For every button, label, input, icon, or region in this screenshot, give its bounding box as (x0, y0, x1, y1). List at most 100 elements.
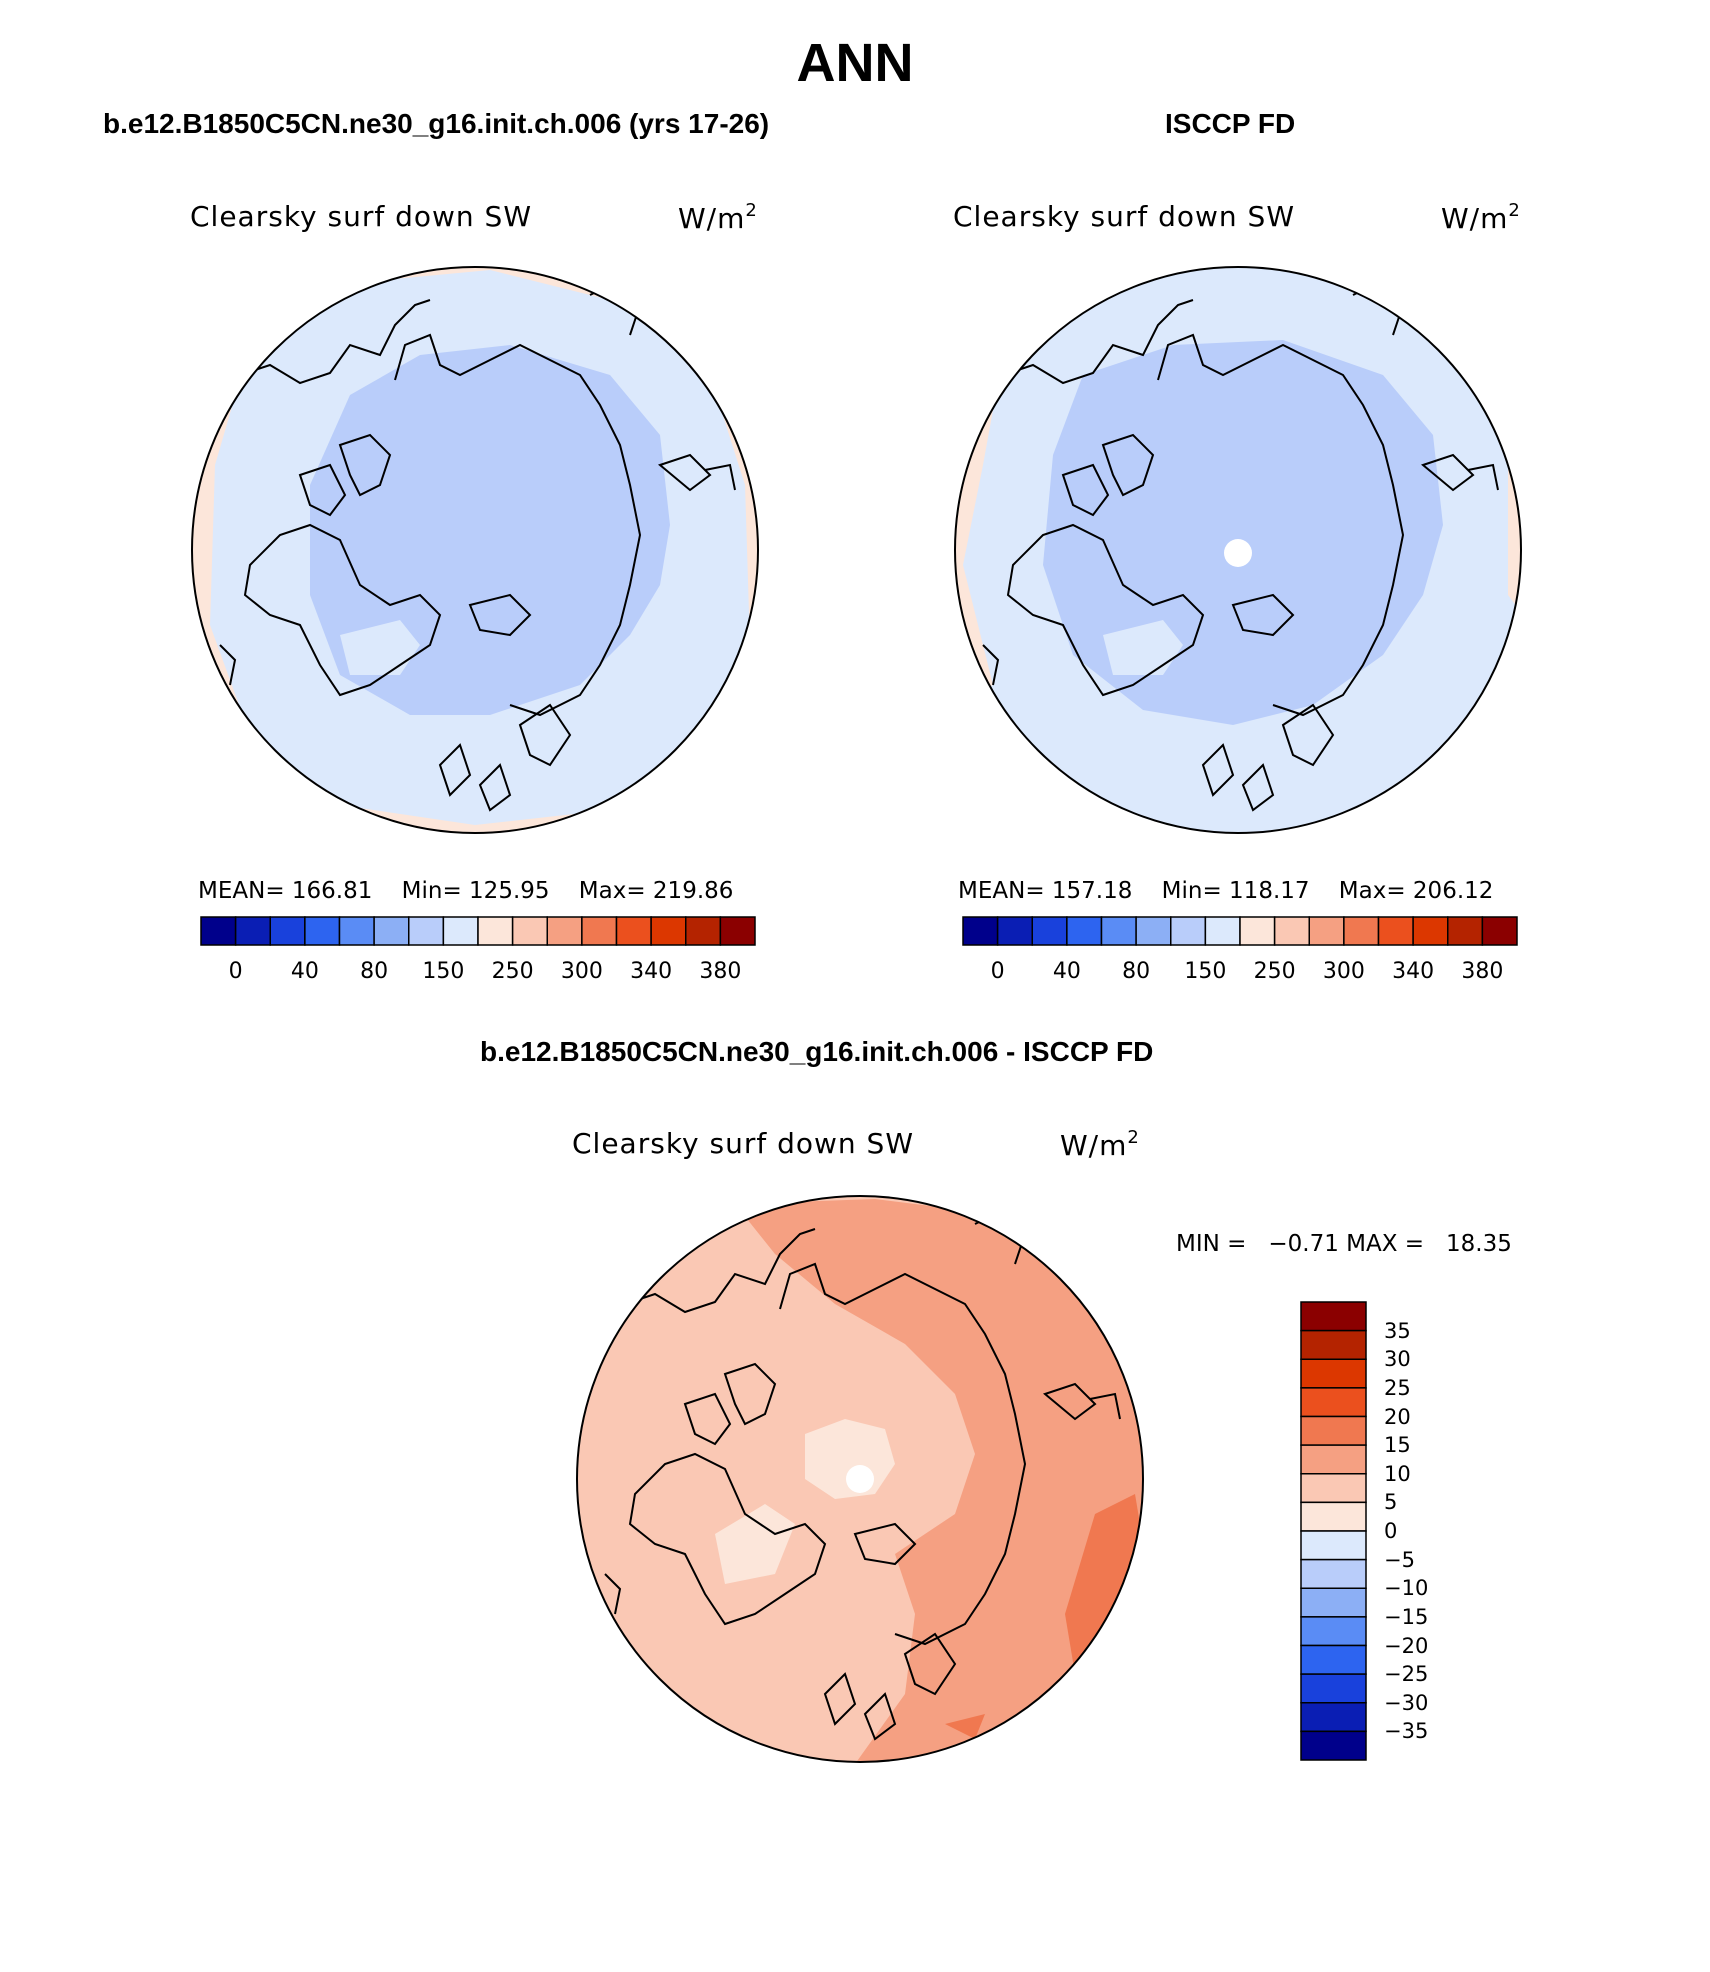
panel-2-title: ISCCP FD (1165, 108, 1296, 139)
panel-2-colorbar-box (1308, 916, 1345, 946)
panel-3-colorbar-tick-label: −5 (1384, 1547, 1415, 1572)
panel-2-variable-label: Clearsky surf down SW (953, 200, 1296, 233)
panel-1-colorbar-box (304, 916, 341, 946)
panel-3-peak-lower (945, 1714, 985, 1739)
panel-3-colorbar-tick-label: 25 (1384, 1375, 1411, 1400)
panel-2-colorbar-tick-label: 300 (1322, 959, 1365, 984)
panel-2-colorbar-box (1239, 916, 1276, 946)
panel-1-colorbar-box (615, 916, 652, 946)
main-title: ANN (796, 33, 914, 93)
panel-3-coastlines (604, 1207, 1121, 1741)
panel-3-units: W/m2 (1060, 1127, 1140, 1162)
panel-3-colorbar-box (1300, 1702, 1367, 1733)
panel-2-colorbar-box (1412, 916, 1449, 946)
panel-2-colorbar-box (1135, 916, 1172, 946)
panel-2-colorbar-box (1273, 916, 1310, 946)
panel-3-colorbar-box (1300, 1301, 1367, 1332)
panel-1-colorbar-box (511, 916, 548, 946)
panel-1-units: W/m2 (678, 200, 758, 235)
panel-3-colorbar-tick-label: −20 (1384, 1633, 1429, 1658)
panel-2-colorbar-tick-label: 150 (1184, 959, 1227, 984)
panel-3-peak-region (1065, 1494, 1143, 1674)
panel-2-units: W/m2 (1441, 200, 1521, 235)
panel-2-colorbar-box (1170, 916, 1207, 946)
panel-3-colorbar-box (1300, 1415, 1367, 1446)
panel-1-colorbar-box (408, 916, 445, 946)
panel-1-colorbar-box (234, 916, 271, 946)
panel-1-colorbar-box (546, 916, 583, 946)
panel-1-colorbar-tick-label: 300 (560, 959, 603, 984)
panel-2-colorbar-box (996, 916, 1033, 946)
panel-1-stats: MEAN= 166.81 Min= 125.95 Max= 219.86 (198, 878, 734, 904)
panel-1-colorbar-tick-label: 150 (422, 959, 465, 984)
panel-1-coastlines (219, 278, 736, 812)
panel-3-colorbar-box (1300, 1387, 1367, 1418)
panel-2-colorbar-box (1100, 916, 1137, 946)
panel-3-colorbar-box (1300, 1501, 1367, 1532)
panel-1-colorbar-box (477, 916, 514, 946)
panel-1-title: b.e12.B1850C5CN.ne30_g16.init.ch.006 (yr… (103, 108, 770, 139)
panel-3-colorbar-box (1300, 1673, 1367, 1704)
panel-2-colorbar-box (1066, 916, 1103, 946)
panel-1-colorbar-box (442, 916, 479, 946)
panel-3-colorbar-tick-label: 10 (1384, 1461, 1411, 1486)
panel-2-colorbar-box (1481, 916, 1518, 946)
panel-3-colorbar-tick-label: 20 (1384, 1404, 1411, 1429)
panel-3-title: b.e12.B1850C5CN.ne30_g16.init.ch.006 - I… (480, 1036, 1154, 1067)
panel-1-colorbar-box (719, 916, 756, 946)
panel-1-colorbar-tick-label: 380 (699, 959, 742, 984)
panel-1-colorbar-box (338, 916, 375, 946)
panel-1-variable-label: Clearsky surf down SW (190, 200, 533, 233)
panel-1-colorbar-tick-label: 340 (630, 959, 673, 984)
panel-3-colorbar-box (1300, 1587, 1367, 1618)
panel-3-colorbar-tick-label: −35 (1384, 1719, 1429, 1744)
panel-3-colorbar-box (1300, 1473, 1367, 1504)
panel-3-polar-map (576, 1195, 1144, 1763)
panel-2-colorbar-tick-label: 250 (1253, 959, 1296, 984)
panel-1-colorbar-box (269, 916, 306, 946)
panel-3-colorbar-tick-label: 35 (1384, 1318, 1411, 1343)
panel-1-colorbar-box (650, 916, 687, 946)
panel-3-colorbar-tick-label: −15 (1384, 1604, 1429, 1629)
panel-3-colorbar-box (1300, 1329, 1367, 1360)
panel-2-colorbar-tick-label: 0 (990, 959, 1005, 984)
panel-3-colorbar-box (1300, 1358, 1367, 1389)
panel-1-colorbar-box (200, 916, 237, 946)
panel-2-pole-hole (1224, 539, 1252, 567)
panel-3-colorbar-tick-label: −25 (1384, 1662, 1429, 1687)
panel-3-colorbar-tick-label: 15 (1384, 1433, 1411, 1458)
panel-3-colorbar-tick-label: 5 (1384, 1490, 1398, 1515)
panel-3-colorbar-box (1300, 1616, 1367, 1647)
panel-1-colorbar-box (581, 916, 618, 946)
panel-3-colorbar-tick-label: 30 (1384, 1347, 1411, 1372)
panel-1-colorbar (200, 916, 756, 946)
panel-2-colorbar-box (1031, 916, 1068, 946)
panel-2-colorbar-box (962, 916, 999, 946)
panel-3-colorbar-box (1300, 1444, 1367, 1475)
panel-2-colorbar-box (1343, 916, 1380, 946)
panel-1-greenland-patch (340, 620, 420, 675)
panel-2-greenland-patch (1103, 620, 1183, 675)
panel-3-stats: MIN = −0.71 MAX = 18.35 (1176, 1231, 1512, 1257)
panel-2-colorbar-tick-label: 40 (1052, 959, 1081, 984)
panel-3-colorbar-box (1300, 1644, 1367, 1675)
panel-3-colorbar (1300, 1301, 1367, 1761)
panel-3-colorbar-box (1300, 1730, 1367, 1761)
panel-2-colorbar (962, 916, 1518, 946)
panel-3-colorbar-box (1300, 1530, 1367, 1561)
panel-3-pole-hole (846, 1465, 874, 1493)
panel-1-colorbar-box (685, 916, 722, 946)
panel-2-colorbar-box (1447, 916, 1484, 946)
panel-1-colorbar-tick-label: 250 (491, 959, 534, 984)
panel-2-colorbar-tick-label: 380 (1461, 959, 1504, 984)
panel-3-variable-label: Clearsky surf down SW (572, 1127, 915, 1160)
panel-2-colorbar-box (1204, 916, 1241, 946)
panel-3-colorbar-tick-label: −30 (1384, 1690, 1429, 1715)
panel-3-weak-greenland (715, 1504, 795, 1584)
panel-3-strong-region (735, 1199, 1143, 1762)
panel-3-colorbar-box (1300, 1558, 1367, 1589)
panel-2-colorbar-box (1377, 916, 1414, 946)
panel-1-colorbar-tick-label: 0 (228, 959, 243, 984)
panel-2-polar-map (954, 266, 1522, 834)
panel-3-colorbar-tick-label: 0 (1384, 1519, 1398, 1543)
